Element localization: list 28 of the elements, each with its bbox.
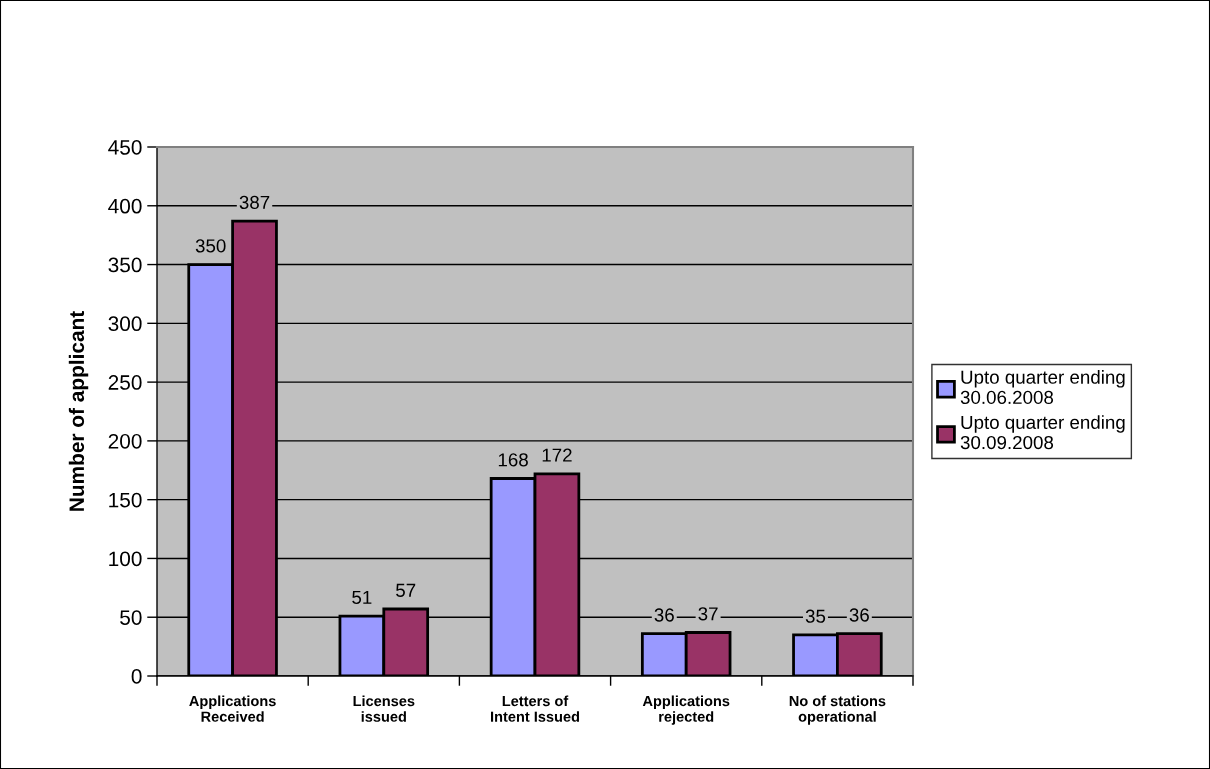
y-tick-label: 300 [108, 316, 142, 332]
x-tick-label: Licenses issued [353, 695, 415, 722]
data-label: 36 [849, 608, 869, 622]
data-label: 350 [195, 239, 226, 253]
y-tick-label: 350 [108, 257, 142, 273]
legend-label: Upto quarter ending 30.06.2008 [960, 370, 1125, 405]
y-axis-title: Number of applicant [68, 311, 89, 511]
data-label: 36 [654, 608, 674, 622]
y-tick-label: 400 [108, 198, 142, 214]
x-tick-label: Letters of Intent Issued [491, 695, 580, 722]
y-tick-label: 100 [109, 551, 142, 567]
y-tick-label: 0 [131, 669, 142, 684]
data-label: 387 [239, 195, 270, 210]
x-tick-label: Applications rejected [642, 695, 730, 725]
y-tick-label: 250 [108, 375, 142, 390]
data-label: 168 [498, 453, 528, 467]
data-label: 57 [396, 583, 416, 597]
y-tick-label: 50 [120, 610, 142, 625]
x-tick-label: Applications Received [189, 695, 276, 722]
y-tick-label: 200 [108, 433, 142, 449]
y-tick-label: 450 [108, 140, 142, 155]
y-tick-label: 150 [109, 492, 142, 508]
data-label: 51 [352, 590, 372, 605]
data-label: 35 [805, 609, 826, 623]
data-label: 172 [542, 448, 572, 462]
legend-label: Upto quarter ending 30.09.2008 [960, 415, 1125, 450]
data-label: 37 [698, 607, 718, 621]
x-tick-label: No of stations operational [789, 695, 886, 725]
